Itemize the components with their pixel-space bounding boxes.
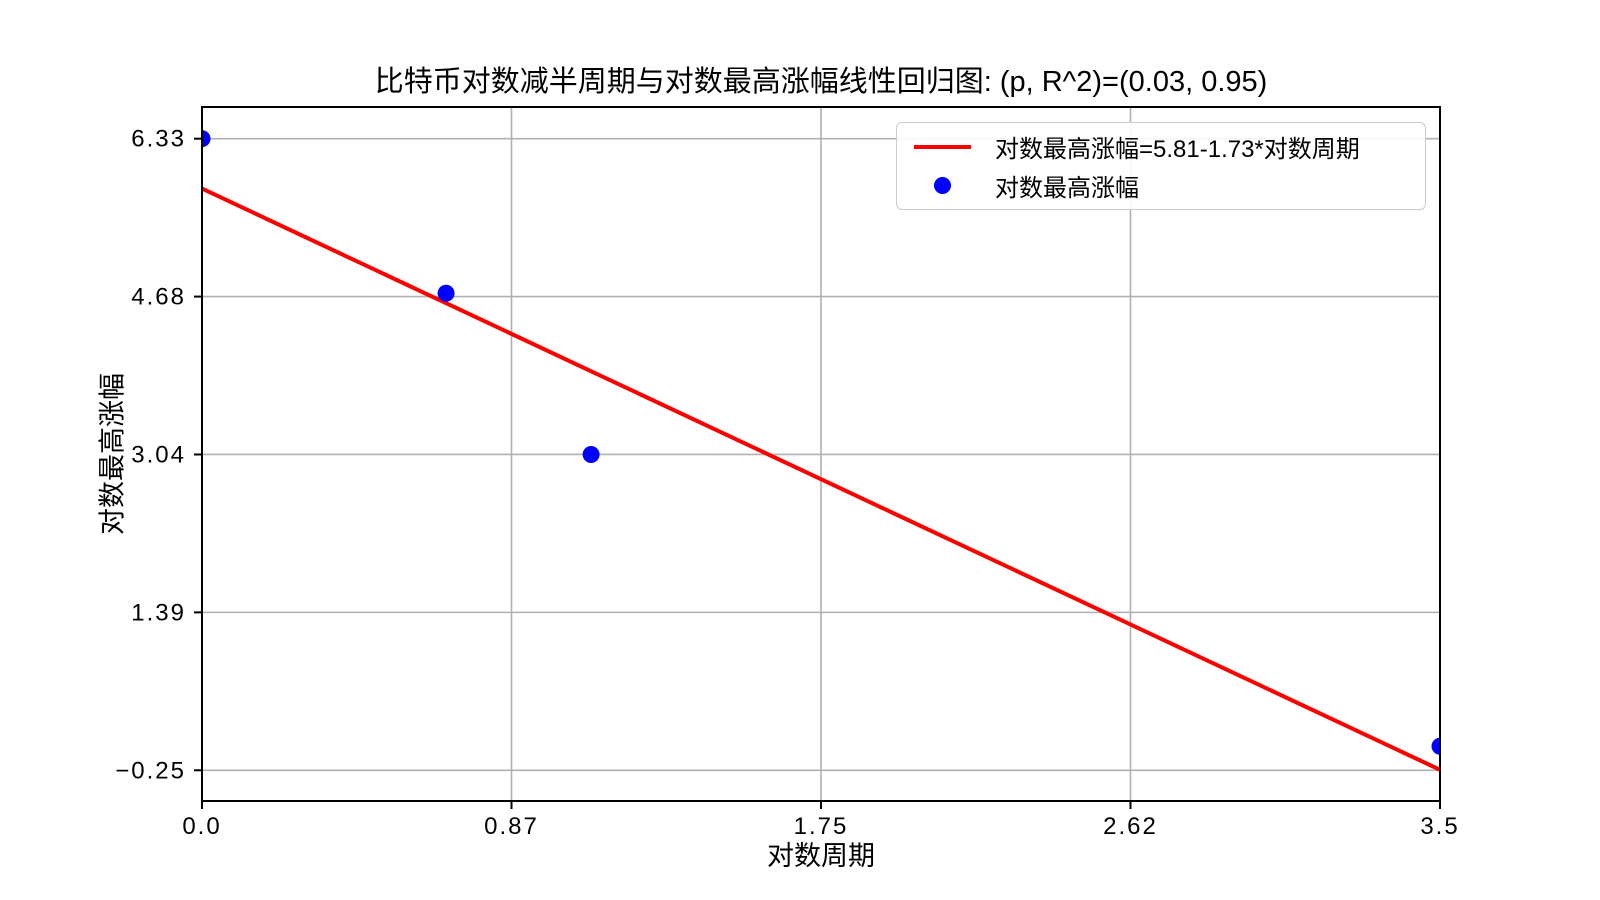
legend-item-regression-line: 对数最高涨幅=5.81-1.73*对数周期	[907, 127, 1415, 166]
y-tick-label: 4.68	[131, 284, 186, 311]
legend-item-scatter: 对数最高涨幅	[907, 166, 1415, 205]
legend-regression-label: 对数最高涨幅=5.81-1.73*对数周期	[995, 136, 1360, 163]
y-tick-label: 6.33	[131, 126, 186, 153]
chart-title: 比特币对数减半周期与对数最高涨幅线性回归图: (p, R^2)=(0.03, 0…	[374, 66, 1268, 98]
x-tick-label: 0.87	[484, 813, 539, 840]
y-axis-label: 对数最高涨幅	[97, 373, 128, 535]
scatter-marker-swatch	[933, 177, 951, 194]
scatter-point	[582, 445, 600, 463]
legend: 对数最高涨幅=5.81-1.73*对数周期 对数最高涨幅	[896, 122, 1426, 210]
scatter-point	[437, 284, 455, 302]
legend-scatter-label: 对数最高涨幅	[995, 175, 1139, 202]
x-tick-label: 3.5	[1420, 813, 1459, 840]
scatter-point	[1431, 737, 1440, 755]
y-tick-label: 1.39	[131, 599, 186, 626]
regression-line-swatch	[913, 144, 971, 149]
regression-line	[202, 186, 1440, 772]
x-tick-label: 0.0	[182, 813, 221, 840]
scatter-point	[202, 130, 211, 148]
x-axis-label: 对数周期	[767, 841, 875, 871]
x-tick-label: 2.62	[1103, 813, 1158, 840]
y-tick-label: −0.25	[115, 757, 186, 784]
y-tick-label: 3.04	[131, 441, 186, 468]
x-tick-label: 1.75	[794, 813, 849, 840]
legend-swatch-box	[907, 177, 977, 194]
legend-swatch-box	[907, 144, 977, 149]
